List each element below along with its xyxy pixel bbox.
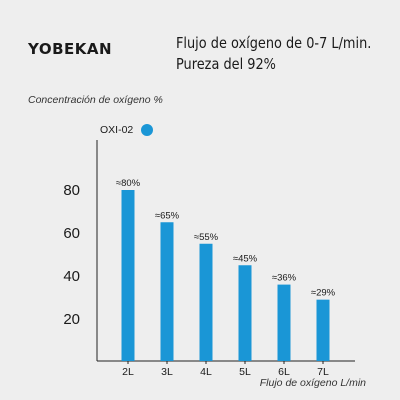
bar-value-label: ≈80%	[116, 178, 141, 189]
bar	[121, 190, 135, 361]
title-line-2: Pureza del 92%	[176, 55, 276, 73]
legend-label: OXI-02	[100, 124, 134, 136]
legend-swatch	[141, 124, 154, 136]
y-axis-label: Concentración de oxígeno %	[28, 94, 163, 106]
bar-value-label: ≈36%	[272, 273, 297, 284]
x-tick-label: 4L	[200, 366, 212, 378]
bar-value-label: ≈29%	[311, 288, 336, 299]
bar	[160, 222, 174, 361]
y-tick-label: 80	[63, 182, 80, 199]
y-tick-label: 60	[63, 225, 80, 242]
x-tick-label: 3L	[161, 366, 173, 378]
chart-title: Flujo de oxígeno de 0-7 L/min. Pureza de…	[176, 33, 371, 75]
bar	[316, 299, 330, 361]
bar	[277, 284, 291, 361]
legend: OXI-02	[100, 124, 154, 136]
bar-value-label: ≈45%	[233, 253, 258, 264]
x-tick-label: 6L	[278, 366, 290, 378]
bar	[238, 265, 252, 361]
x-tick-label: 5L	[239, 366, 251, 378]
y-tick-label: 40	[63, 268, 80, 285]
y-tick-label: 20	[63, 311, 80, 328]
bar-value-label: ≈55%	[194, 232, 219, 243]
x-tick-label: 7L	[317, 366, 329, 378]
x-axis-label: Flujo de oxígeno L/min	[259, 377, 366, 389]
x-tick-label: 2L	[122, 366, 134, 378]
brand-logo: YOBEKAN	[28, 40, 113, 58]
title-line-1: Flujo de oxígeno de 0-7 L/min.	[176, 34, 372, 52]
bar	[199, 243, 213, 361]
bar-value-label: ≈65%	[155, 210, 180, 221]
